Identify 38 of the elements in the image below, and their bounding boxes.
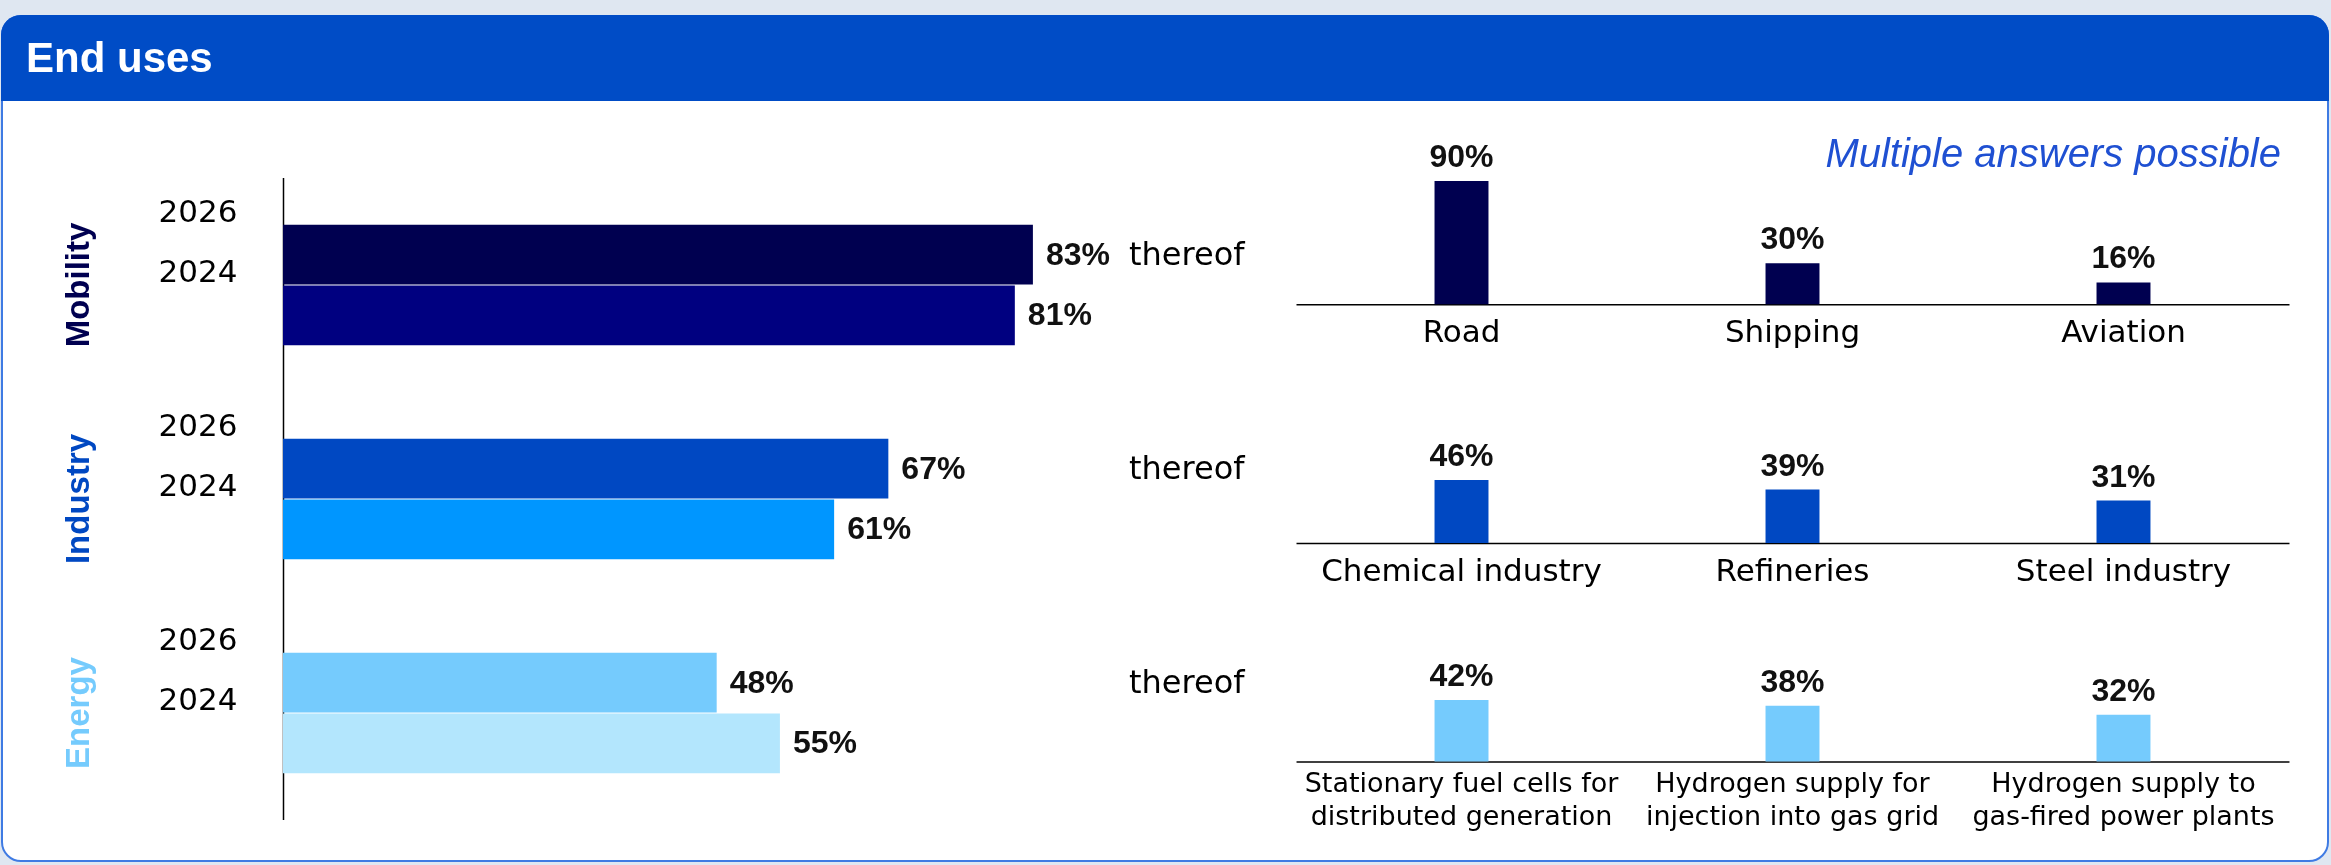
y-tick-label: 2026 <box>158 192 238 229</box>
data-label: 81% <box>1027 296 1092 333</box>
x-tick-label: Refineries <box>1715 551 1870 588</box>
y-tick-label: 2024 <box>158 681 238 718</box>
text: Industry <box>59 433 97 565</box>
data-label: 83% <box>1045 235 1110 272</box>
text: thereof <box>1129 448 1246 487</box>
x-tick-label: Chemical industry <box>1321 551 1602 588</box>
text: End uses <box>26 34 213 81</box>
x-tick-label: Road <box>1422 312 1501 349</box>
data-label: 46% <box>1429 436 1494 473</box>
data-label: 31% <box>2091 457 2156 494</box>
data-label: 55% <box>792 724 857 761</box>
data-label: 32% <box>2091 672 2156 709</box>
data-label: 67% <box>901 449 966 486</box>
data-label: 38% <box>1760 663 1825 700</box>
x-tick-label: Hydrogen supply to gas-fired power plants <box>1972 767 2275 832</box>
data-label: 42% <box>1429 657 1494 694</box>
text: Energy <box>59 656 97 769</box>
x-tick-label: Aviation <box>2061 312 2186 349</box>
x-tick-label: Steel industry <box>2015 551 2232 588</box>
data-label: 16% <box>2091 239 2156 276</box>
x-tick-label: Stationary fuel cells for distributed generation <box>1304 767 1620 832</box>
data-label: 48% <box>729 663 794 700</box>
text: Mobility <box>59 222 97 348</box>
text: thereof <box>1129 234 1246 273</box>
data-label: 30% <box>1760 219 1825 256</box>
data-label: 61% <box>847 510 912 547</box>
text: Multiple answers possible <box>1825 130 2281 175</box>
x-tick-label: Hydrogen supply for injection into gas grid <box>1645 767 1940 832</box>
x-tick-label: Shipping <box>1724 312 1861 349</box>
y-tick-label: 2026 <box>158 406 238 443</box>
y-tick-label: 2024 <box>158 253 238 290</box>
data-label: 39% <box>1760 446 1825 483</box>
text: thereof <box>1129 662 1246 701</box>
y-tick-label: 2026 <box>158 620 238 657</box>
y-tick-label: 2024 <box>158 467 238 504</box>
data-label: 90% <box>1429 137 1494 174</box>
